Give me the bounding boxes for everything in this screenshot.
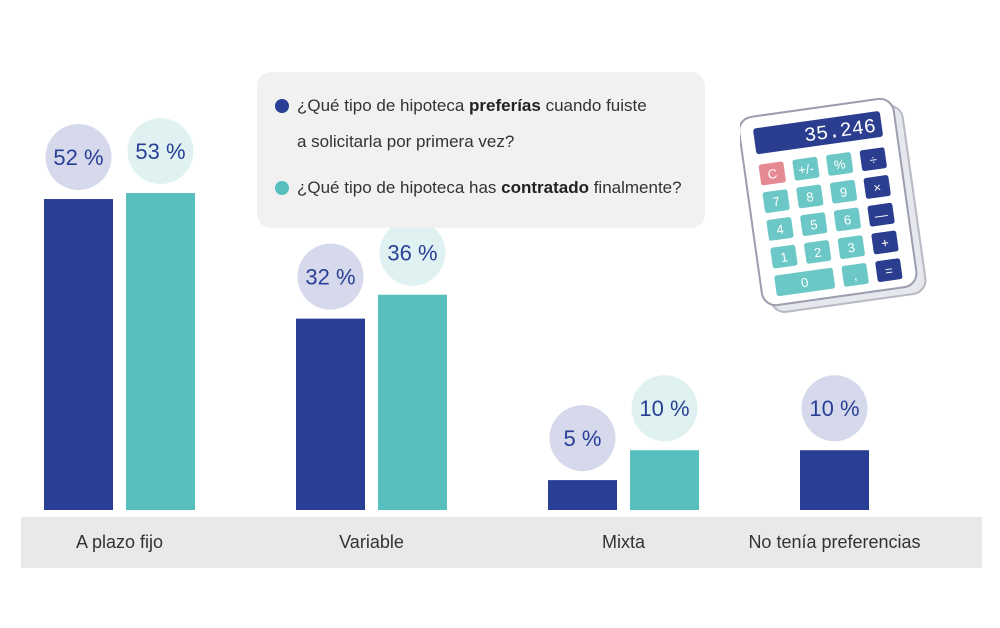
value-label: 52 % xyxy=(53,145,103,170)
category-label: No tenía preferencias xyxy=(748,532,920,552)
calculator-key-label: = xyxy=(884,263,894,279)
calculator-key-label: 4 xyxy=(776,221,785,237)
calculator-key xyxy=(799,211,829,237)
legend-text: ¿Qué tipo de hipoteca has contratado fin… xyxy=(297,170,682,206)
legend-text-line2: a solicitarla por primera vez? xyxy=(297,132,515,151)
bar-preferred-1 xyxy=(296,318,365,510)
value-bubble xyxy=(379,219,446,286)
calculator-key-label: × xyxy=(872,180,882,196)
calculator-key xyxy=(866,201,896,228)
legend-box: ¿Qué tipo de hipoteca preferías cuando f… xyxy=(257,72,705,228)
value-labels-layer: 52 % 53 %32 %36 %5 %10 % 10 % xyxy=(45,118,868,472)
legend-text-bold: contratado xyxy=(501,178,589,197)
calculator-key xyxy=(791,155,821,182)
value-label: 36 % xyxy=(387,241,437,266)
calculator-key-label: 5 xyxy=(809,217,818,233)
bar-preferred-3 xyxy=(800,450,869,510)
calculator-key xyxy=(803,239,833,265)
calculator-key xyxy=(874,257,904,283)
calculator-key xyxy=(840,262,870,288)
calculator-key xyxy=(870,229,900,256)
bar-contracted-1 xyxy=(378,294,447,510)
calculator-key-label: 1 xyxy=(779,249,788,265)
legend-item-contracted: ¿Qué tipo de hipoteca has contratado fin… xyxy=(275,170,682,206)
calculator-key xyxy=(858,146,888,173)
category-labels-layer: A plazo fijo Variable Mixta No tenía prefer… xyxy=(76,532,921,552)
value-bubble xyxy=(127,118,194,185)
calculator-key xyxy=(862,174,892,200)
calculator-key-label: — xyxy=(874,207,889,224)
calculator-icon: 35.246 C +/-% ÷7 8 9 ×4 5 6 —1 2 3 +0, = xyxy=(740,97,927,313)
bar-preferred-0 xyxy=(44,199,113,511)
value-label: 5 % xyxy=(564,426,602,451)
calculator-key-label: 8 xyxy=(805,189,814,205)
calculator-key xyxy=(765,216,795,242)
legend-text-part: ¿Qué tipo de hipoteca has xyxy=(297,178,502,197)
value-bubble xyxy=(801,375,868,442)
calculator-key-label: 3 xyxy=(847,240,856,256)
legend-text-part: finalmente? xyxy=(588,178,682,197)
calculator-keys: C +/-% ÷ 7 8 9 × 4 5 6 — 1 2 3 +0, = xyxy=(757,146,904,298)
legend-text-part: ¿Qué tipo de hipoteca xyxy=(297,96,470,115)
calculator-key xyxy=(769,243,799,270)
calculator-key xyxy=(825,151,855,177)
value-label: 10 % xyxy=(809,396,859,421)
bars-layer xyxy=(44,193,869,511)
calculator-key xyxy=(761,188,791,214)
calculator-key xyxy=(795,183,825,210)
legend-text-part: cuando fuiste xyxy=(540,96,647,115)
calculator-key-label: 7 xyxy=(772,194,781,210)
category-label: Mixta xyxy=(602,532,646,552)
calculator-key-label: 9 xyxy=(839,184,848,200)
calculator-key-label: , xyxy=(852,268,858,283)
legend-dot-icon xyxy=(275,181,289,195)
category-axis-band xyxy=(21,517,982,568)
bar-contracted-0 xyxy=(126,193,195,510)
calculator-key xyxy=(832,206,862,233)
value-bubble xyxy=(45,124,112,191)
value-bubble xyxy=(631,375,698,442)
category-label: A plazo fijo xyxy=(76,532,163,552)
calculator-key-label: 6 xyxy=(843,212,852,228)
calculator-key xyxy=(828,178,859,205)
legend-item-preferred: ¿Qué tipo de hipoteca preferías cuando f… xyxy=(275,88,647,160)
calculator-key-label: ÷ xyxy=(869,152,878,168)
calculator-key-label: +/- xyxy=(797,161,814,178)
calculator-key-label: + xyxy=(880,235,890,251)
value-label: 53 % xyxy=(135,139,185,164)
calculator-key xyxy=(836,234,866,260)
value-bubble xyxy=(549,405,616,472)
calculator-key-label: % xyxy=(833,156,847,173)
bar-preferred-2 xyxy=(548,480,617,510)
calculator-key-label: 0 xyxy=(800,275,809,291)
value-label: 10 % xyxy=(639,396,689,421)
calculator-key-label: C xyxy=(767,166,778,182)
legend-text: ¿Qué tipo de hipoteca preferías cuando f… xyxy=(297,88,647,160)
legend-dot-icon xyxy=(275,99,289,113)
value-label: 32 % xyxy=(305,265,355,290)
legend-text-bold: preferías xyxy=(469,96,541,115)
value-bubble xyxy=(297,243,364,310)
calculator-key xyxy=(757,160,787,187)
calculator-key-label: 2 xyxy=(813,244,822,260)
calculator-key xyxy=(773,266,837,298)
category-label: Variable xyxy=(339,532,404,552)
bar-contracted-2 xyxy=(630,450,699,510)
